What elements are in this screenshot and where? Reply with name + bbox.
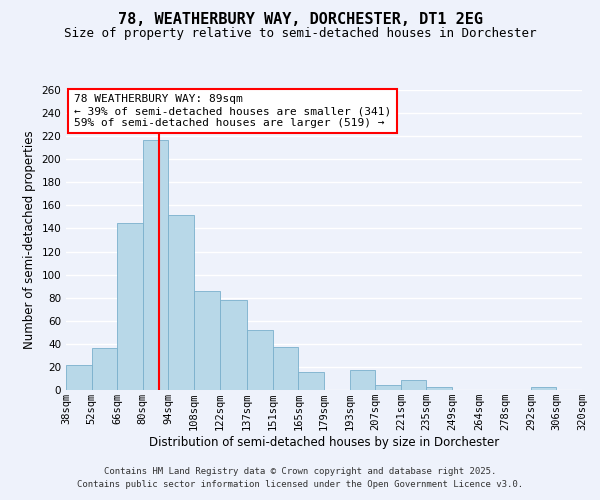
Bar xyxy=(427,386,452,390)
Bar xyxy=(298,372,324,390)
Bar xyxy=(143,140,169,390)
Y-axis label: Number of semi-detached properties: Number of semi-detached properties xyxy=(23,130,36,350)
Bar xyxy=(401,380,427,390)
Text: Size of property relative to semi-detached houses in Dorchester: Size of property relative to semi-detach… xyxy=(64,28,536,40)
Bar xyxy=(92,348,117,390)
Text: 78, WEATHERBURY WAY, DORCHESTER, DT1 2EG: 78, WEATHERBURY WAY, DORCHESTER, DT1 2EG xyxy=(118,12,482,28)
Bar xyxy=(117,222,143,390)
Text: 78 WEATHERBURY WAY: 89sqm
← 39% of semi-detached houses are smaller (341)
59% of: 78 WEATHERBURY WAY: 89sqm ← 39% of semi-… xyxy=(74,94,391,128)
Bar xyxy=(220,300,247,390)
Bar xyxy=(66,364,92,390)
X-axis label: Distribution of semi-detached houses by size in Dorchester: Distribution of semi-detached houses by … xyxy=(149,436,499,449)
Bar xyxy=(273,348,298,390)
Bar xyxy=(194,291,220,390)
Text: Contains public sector information licensed under the Open Government Licence v3: Contains public sector information licen… xyxy=(77,480,523,489)
Bar xyxy=(350,370,375,390)
Bar xyxy=(247,330,273,390)
Bar xyxy=(531,386,556,390)
Bar xyxy=(375,386,401,390)
Bar xyxy=(169,214,194,390)
Text: Contains HM Land Registry data © Crown copyright and database right 2025.: Contains HM Land Registry data © Crown c… xyxy=(104,467,496,476)
